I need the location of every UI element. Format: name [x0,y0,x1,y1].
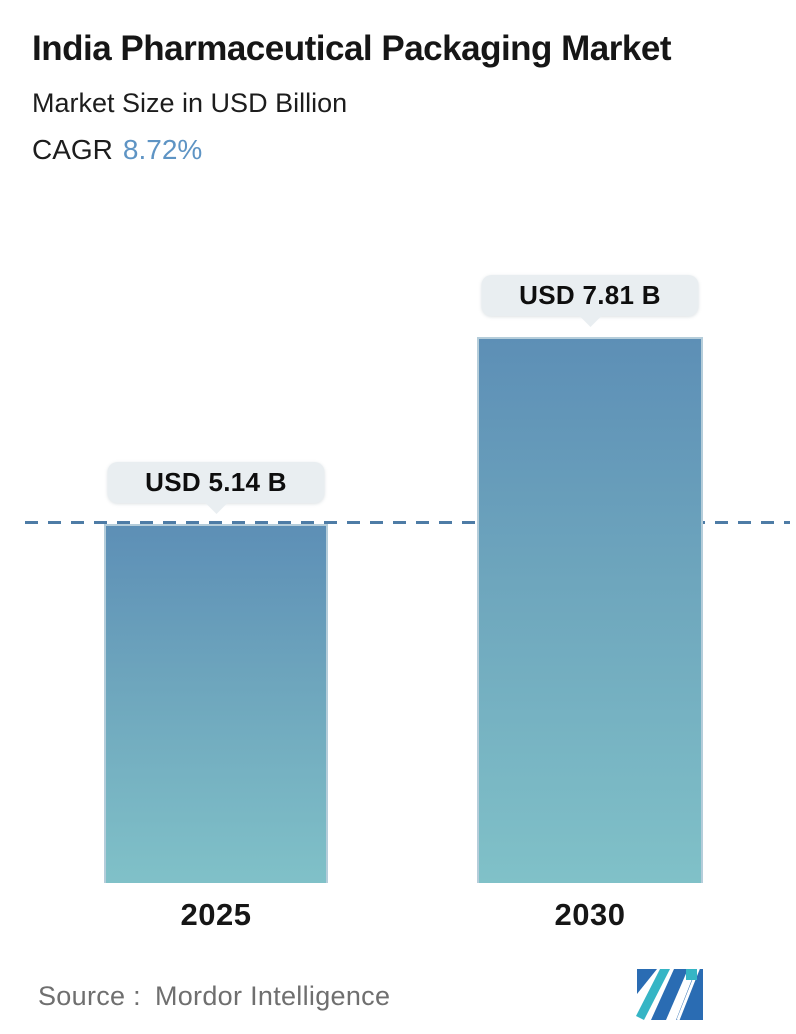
bar-2025 [104,524,328,883]
value-label-2025: USD 5.14 B [145,467,287,497]
value-label-2030: USD 7.81 B [519,280,661,310]
cagr-line: CAGR 8.72% [32,134,732,166]
source-label: Source : [38,981,141,1011]
bar-2030 [477,337,703,883]
source-line: Source : Mordor Intelligence [38,981,390,1012]
value-callout-2030: USD 7.81 B [481,275,699,327]
reference-dashed-line [25,521,790,524]
cagr-value: 8.72% [122,134,203,166]
mordor-intelligence-logo [636,966,703,1020]
x-axis-label-2025: 2025 [180,897,252,932]
cagr-label: CAGR [32,134,113,166]
source-value: Mordor Intelligence [154,981,391,1011]
x-axis-label-2030: 2030 [554,897,626,932]
value-callout-2025: USD 5.14 B [107,462,325,514]
page-title: India Pharmaceutical Packaging Market [32,29,671,68]
chart-subtitle: Market Size in USD Billion [32,88,348,119]
chart-header: India Pharmaceutical Packaging Market Ma… [32,22,732,166]
